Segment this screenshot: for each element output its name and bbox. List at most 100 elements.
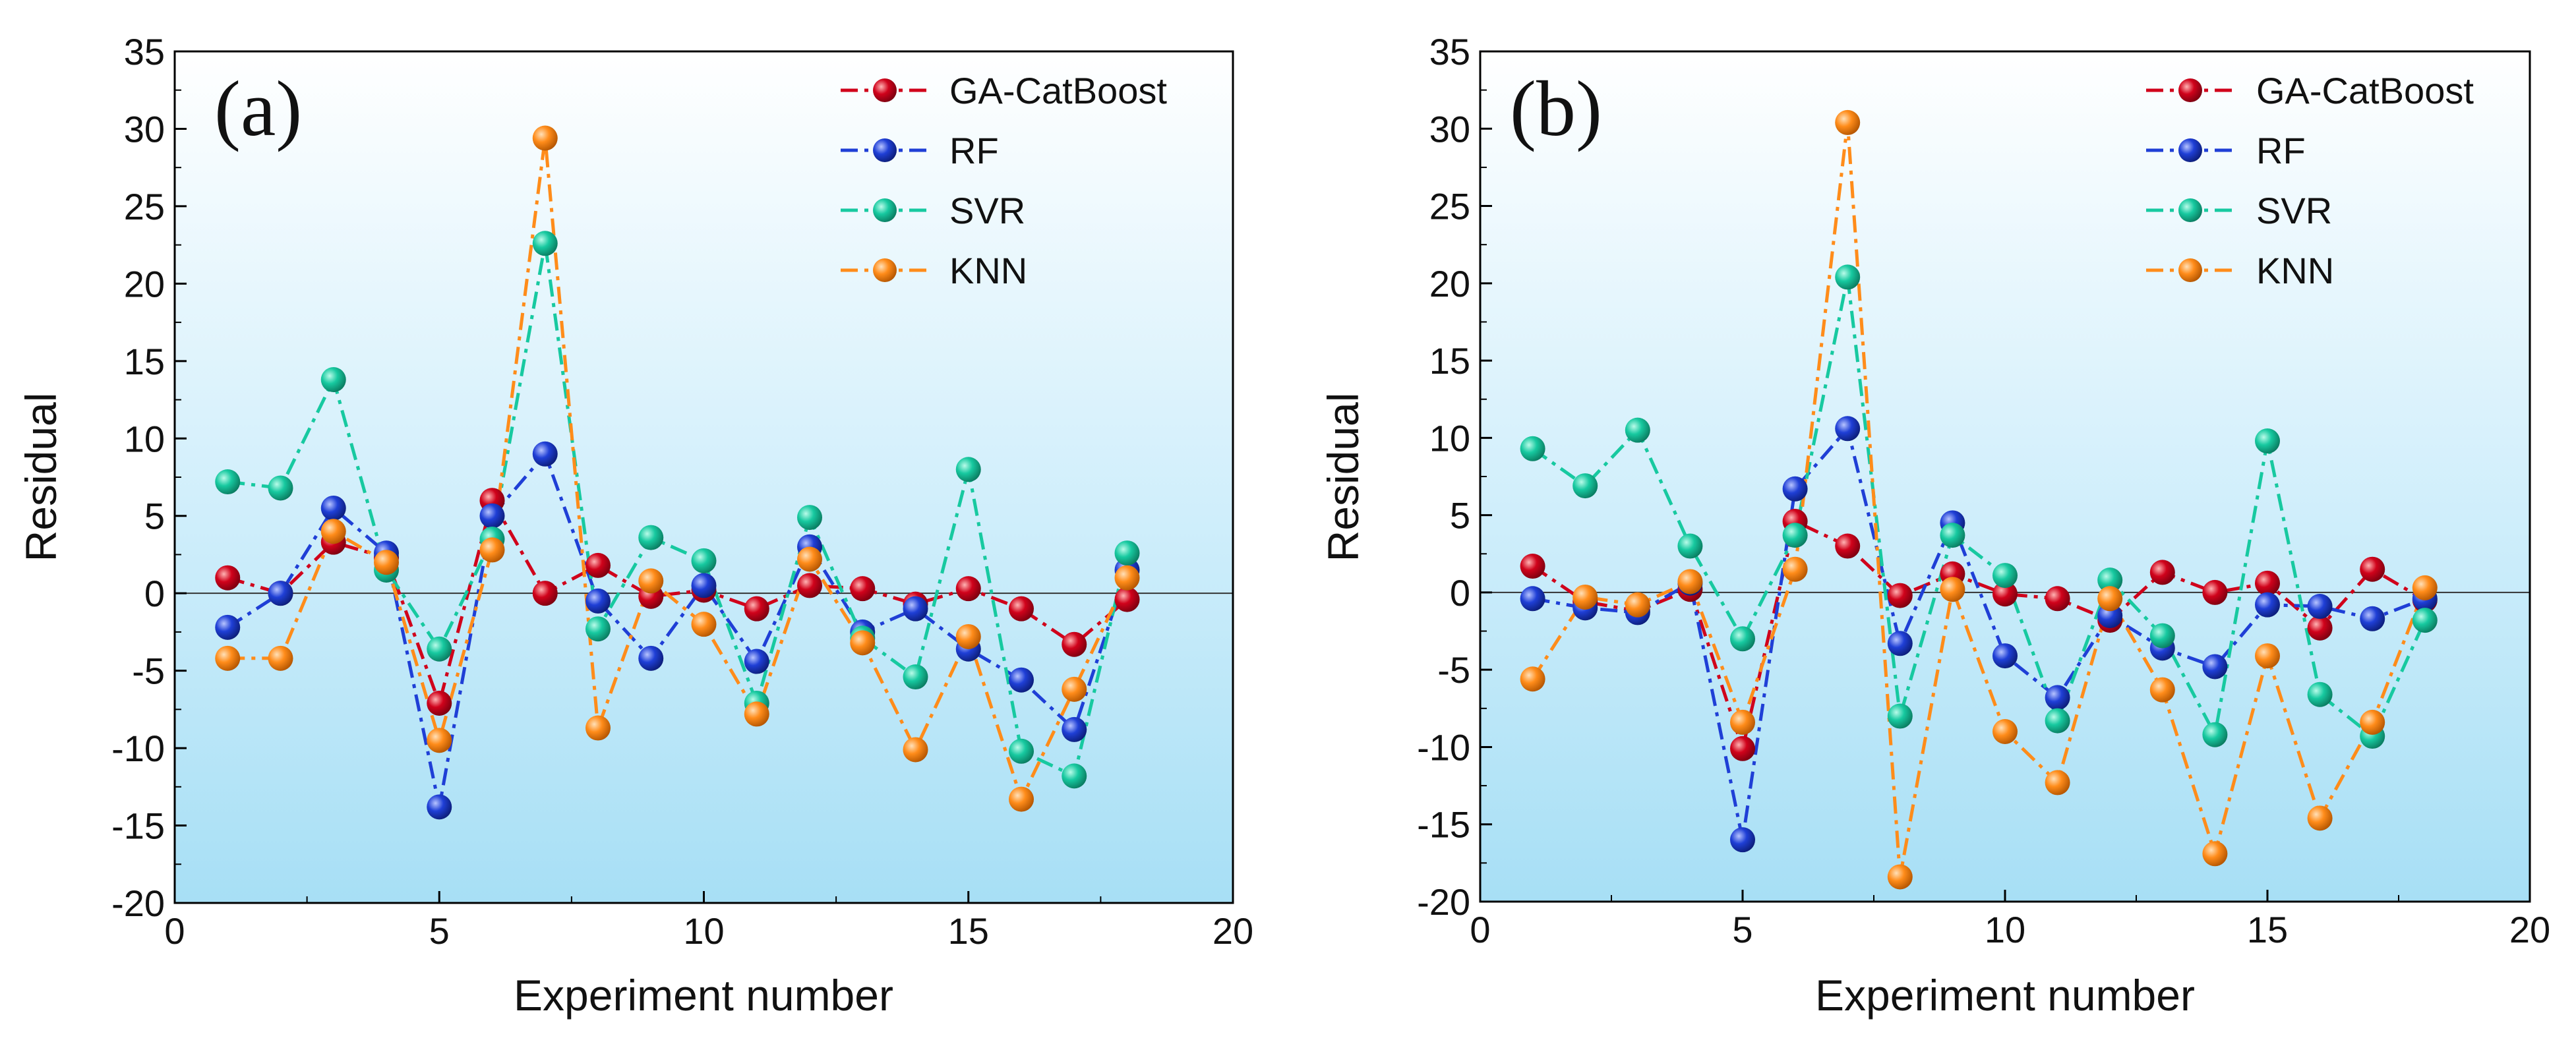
data-point-knn (320, 519, 346, 544)
x-tick-label: 10 (683, 910, 724, 952)
data-point-rf (320, 495, 346, 521)
data-point-ga-catboost (2307, 615, 2333, 641)
x-tick-label: 0 (164, 910, 185, 952)
legend-marker-svr (2178, 198, 2202, 222)
data-point-knn (2307, 805, 2333, 831)
data-point-rf (1782, 476, 1808, 502)
data-point-knn (427, 728, 452, 753)
legend-label-ga-catboost: GA-CatBoost (2256, 70, 2474, 111)
y-tick-label: -10 (111, 728, 165, 769)
data-point-svr (2255, 428, 2280, 454)
y-tick-label: 10 (1429, 417, 1470, 459)
data-point-ga-catboost (532, 581, 558, 606)
data-point-svr (1887, 703, 1913, 729)
data-point-ga-catboost (2360, 556, 2385, 582)
x-tick-label: 15 (948, 910, 989, 952)
data-point-svr (427, 636, 452, 662)
data-point-svr (585, 616, 611, 642)
data-point-rf (1887, 631, 1913, 656)
data-point-ga-catboost (1520, 554, 1545, 579)
ticks-b: 0 5 10 15 20 -20 -15 -10 -5 0 5 10 15 20 25 30 35 (1417, 31, 2550, 950)
series-b (1520, 109, 2438, 890)
y-tick-label: -10 (1417, 726, 1470, 768)
y-tick-label: -5 (1437, 649, 1470, 691)
data-point-svr (268, 475, 293, 501)
legend-marker-svr (873, 198, 897, 222)
panel-b: 0 5 10 15 20 -20 -15 -10 -5 0 5 10 15 20 25 30 35 (b) Ex… (1319, 31, 2550, 1020)
data-point-svr (1782, 523, 1808, 548)
legend-marker-rf (2178, 138, 2202, 162)
panel-a: 0 5 10 15 20 -20 -15 -10 -5 0 5 10 15 20 25 30 35 (a) Ex… (16, 31, 1253, 1020)
data-point-knn (744, 701, 769, 727)
y-tick-label: -5 (132, 651, 165, 692)
legend-marker-rf (873, 138, 897, 162)
data-point-ga-catboost (1730, 736, 1755, 761)
data-point-svr (215, 469, 241, 495)
y-tick-label: 20 (1429, 263, 1470, 304)
x-tick-label: 20 (1213, 910, 1253, 952)
y-tick-label: 35 (1429, 31, 1470, 72)
legend-b: GA-CatBoost RF SVR KNN (2146, 70, 2474, 291)
data-point-svr (1009, 738, 1034, 764)
data-point-svr (1835, 264, 1861, 290)
data-point-svr (2045, 708, 2070, 734)
data-point-ga-catboost (2202, 579, 2228, 605)
data-point-knn (1520, 666, 1545, 692)
data-point-rf (585, 588, 611, 614)
y-tick-label: 30 (1429, 108, 1470, 150)
data-point-knn (2412, 575, 2438, 600)
data-point-ga-catboost (1114, 587, 1140, 612)
series-line-svr (227, 241, 1129, 778)
data-point-knn (955, 623, 981, 649)
data-point-knn (479, 537, 505, 563)
y-axis-title-b: Residual (1319, 393, 1367, 562)
legend-label-svr: SVR (949, 190, 1025, 231)
data-point-knn (215, 645, 241, 671)
data-point-ga-catboost (797, 573, 822, 598)
y-tick-label: 10 (124, 418, 165, 459)
x-tick-label: 5 (429, 910, 450, 952)
data-point-ga-catboost (850, 576, 876, 602)
data-point-ga-catboost (955, 576, 981, 602)
data-point-svr (1940, 523, 1965, 548)
legend-label-knn: KNN (949, 250, 1027, 291)
data-point-svr (1992, 563, 2018, 589)
data-point-knn (532, 125, 558, 151)
data-point-rf (1730, 827, 1755, 853)
panel-label-b: (b) (1510, 65, 1602, 152)
data-point-svr (1114, 540, 1140, 566)
data-point-rf (2045, 685, 2070, 710)
data-point-ga-catboost (215, 565, 241, 591)
plot-area-b (1480, 51, 2530, 902)
legend-label-svr: SVR (2256, 190, 2332, 231)
data-point-knn (2149, 677, 2175, 703)
data-point-svr (955, 457, 981, 482)
data-point-ga-catboost (1009, 596, 1034, 622)
y-tick-label: -20 (111, 883, 165, 924)
x-axis-title-b: Experiment number (1815, 971, 2195, 1020)
legend-marker-ga-catboost (2178, 78, 2202, 102)
data-point-knn (2255, 643, 2280, 669)
data-point-rf (427, 794, 452, 820)
data-point-rf (1992, 643, 2018, 669)
y-tick-label: 5 (1450, 495, 1470, 536)
data-point-rf (691, 573, 717, 598)
y-tick-label: 30 (124, 108, 165, 150)
y-tick-label: 35 (124, 31, 165, 72)
data-point-svr (638, 525, 664, 550)
data-point-rf (2255, 592, 2280, 618)
data-point-rf (2202, 654, 2228, 680)
data-point-ga-catboost (585, 552, 611, 578)
y-tick-label: 15 (124, 341, 165, 382)
plot-area-a (175, 51, 1233, 903)
x-tick-label: 15 (2247, 909, 2288, 950)
data-point-svr (2202, 722, 2228, 747)
data-point-ga-catboost (744, 596, 769, 622)
data-point-knn (1940, 577, 1965, 602)
legend-a: GA-CatBoost RF SVR KNN (841, 70, 1167, 291)
panel-label-a: (a) (214, 65, 302, 152)
data-point-rf (479, 503, 505, 529)
data-point-knn (1887, 864, 1913, 890)
data-point-ga-catboost (1835, 533, 1861, 559)
